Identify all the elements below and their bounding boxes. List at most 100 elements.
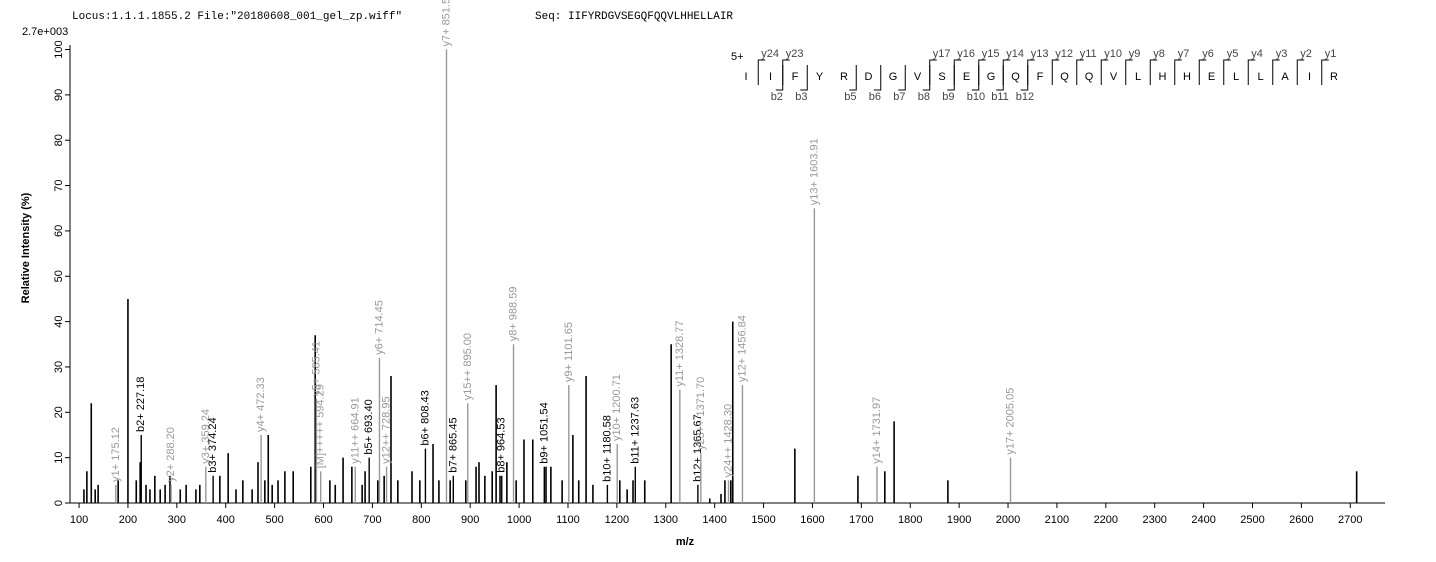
peak-label: y4+ 472.33 — [255, 377, 267, 432]
b-ion-bracket — [873, 65, 882, 91]
peak-label: y3+ 359.24 — [200, 409, 212, 464]
y-ion-label: y7 — [1178, 48, 1190, 60]
b-ion-bracket — [1020, 65, 1029, 91]
residue: S — [938, 71, 945, 83]
residue: A — [1281, 71, 1289, 83]
y-ion-bracket — [1174, 59, 1182, 85]
y-ion-bracket — [1002, 59, 1011, 85]
y-ion-bracket — [978, 59, 986, 85]
residue: Q — [1060, 71, 1069, 83]
x-tick-label: 1100 — [556, 514, 580, 526]
y-tick-label: 60 — [53, 225, 65, 237]
x-tick-label: 800 — [412, 514, 430, 526]
y-tick-label: 0 — [53, 500, 65, 506]
residue: E — [1208, 71, 1215, 83]
b-ion-label: b12 — [1016, 91, 1034, 103]
residue: V — [914, 71, 922, 83]
peak-label: y15++ 895.00 — [462, 333, 474, 400]
y-tick-label: 10 — [53, 452, 65, 464]
residue: L — [1257, 71, 1263, 83]
peak-label: y2+ 288.20 — [165, 427, 177, 482]
x-tick-label: 2700 — [1338, 514, 1362, 526]
residue: G — [889, 71, 898, 83]
y-tick-label: 70 — [53, 179, 65, 191]
x-tick-label: 600 — [314, 514, 332, 526]
peak-label: b11+ 1237.63 — [629, 397, 641, 464]
y-tick-label: 30 — [53, 361, 65, 373]
peak-label: y13+ 1603.91 — [808, 138, 820, 205]
residue: D — [865, 71, 873, 83]
peak-label: y1+ 175.12 — [110, 427, 122, 482]
peak-label: y7+ 851.51 — [440, 0, 452, 47]
peak-label: b3+ 374.24 — [207, 417, 219, 472]
y-tick-label: 50 — [53, 270, 65, 282]
y-ion-bracket — [1272, 59, 1280, 85]
y-ion-label: y6 — [1202, 48, 1214, 60]
y-tick-label: 90 — [53, 89, 65, 101]
peak-label: y9+ 1101.65 — [563, 322, 575, 382]
peak-label: y5+ 585.41 — [310, 341, 322, 396]
peak-label: y12+ 1456.84 — [736, 315, 748, 382]
y-ion-label: y13 — [1031, 48, 1049, 60]
residue: R — [840, 71, 848, 83]
x-tick-label: 1400 — [702, 514, 726, 526]
y-ion-label: y11 — [1080, 48, 1097, 60]
x-tick-label: 1900 — [947, 514, 971, 526]
x-axis-label: m/z — [676, 536, 695, 548]
b-ion-bracket — [775, 65, 784, 91]
b-ion-bracket — [898, 65, 906, 91]
residue: L — [1233, 71, 1239, 83]
y-tick-label: 80 — [53, 134, 65, 146]
y-ion-bracket — [1296, 59, 1305, 85]
y-axis-label: Relative Intensity (%) — [20, 192, 32, 303]
y-tick-label: 40 — [53, 315, 65, 327]
x-tick-label: 2400 — [1191, 514, 1215, 526]
x-tick-label: 300 — [168, 514, 186, 526]
y-ion-label: y10 — [1104, 48, 1122, 60]
y-ion-label: y23 — [786, 48, 804, 60]
y-ion-label: y14 — [1006, 48, 1024, 60]
b-ion-label: b10 — [967, 91, 985, 103]
peak-label: y12++ 728.95 — [381, 396, 393, 463]
x-tick-label: 1300 — [654, 514, 678, 526]
peak-label: y23++ 1371.70 — [695, 377, 707, 450]
x-tick-label: 200 — [119, 514, 137, 526]
x-tick-label: 2000 — [996, 514, 1020, 526]
peak-label: y14+ 1731.97 — [871, 397, 883, 464]
b-ion-bracket — [800, 65, 808, 91]
y-ion-bracket — [1149, 59, 1158, 85]
intensity-scale: 2.7e+003 — [22, 26, 68, 38]
y-ion-label: y17 — [933, 48, 951, 60]
y-tick-label: 100 — [53, 40, 65, 58]
x-tick-label: 1800 — [898, 514, 922, 526]
y-ion-bracket — [1027, 59, 1035, 85]
peak-label: y17+ 2005.05 — [1004, 388, 1016, 455]
residue: Y — [816, 71, 824, 83]
peak-label: [M]+++++ 594.29 — [315, 384, 327, 468]
y-ion-bracket — [1100, 59, 1109, 85]
y-ion-label: y2 — [1300, 48, 1312, 60]
b-ion-label: b9 — [942, 91, 954, 103]
y-ion-label: y12 — [1055, 48, 1073, 60]
peak-label: y8+ 988.59 — [508, 287, 520, 342]
b-ion-bracket — [947, 65, 955, 91]
b-ion-bracket — [996, 65, 1004, 91]
residue: Q — [1011, 71, 1020, 83]
b-ion-bracket — [849, 65, 857, 91]
peak-label: b7+ 865.45 — [447, 417, 459, 472]
b-ion-bracket — [922, 65, 931, 91]
y-ion-label: y4 — [1251, 48, 1263, 60]
y-ion-bracket — [1198, 59, 1207, 85]
peak-label: b5+ 693.40 — [363, 399, 375, 454]
peak-label: b8+ 964.53 — [496, 417, 508, 472]
peak-label: b10+ 1180.58 — [601, 415, 613, 482]
x-tick-label: 1200 — [605, 514, 629, 526]
residue: F — [792, 71, 799, 83]
residue: E — [963, 71, 970, 83]
b-ion-label: b6 — [869, 91, 881, 103]
residue: L — [1135, 71, 1141, 83]
x-tick-label: 700 — [363, 514, 381, 526]
peak-label: y24++ 1428.30 — [723, 404, 735, 477]
x-tick-label: 1700 — [849, 514, 873, 526]
